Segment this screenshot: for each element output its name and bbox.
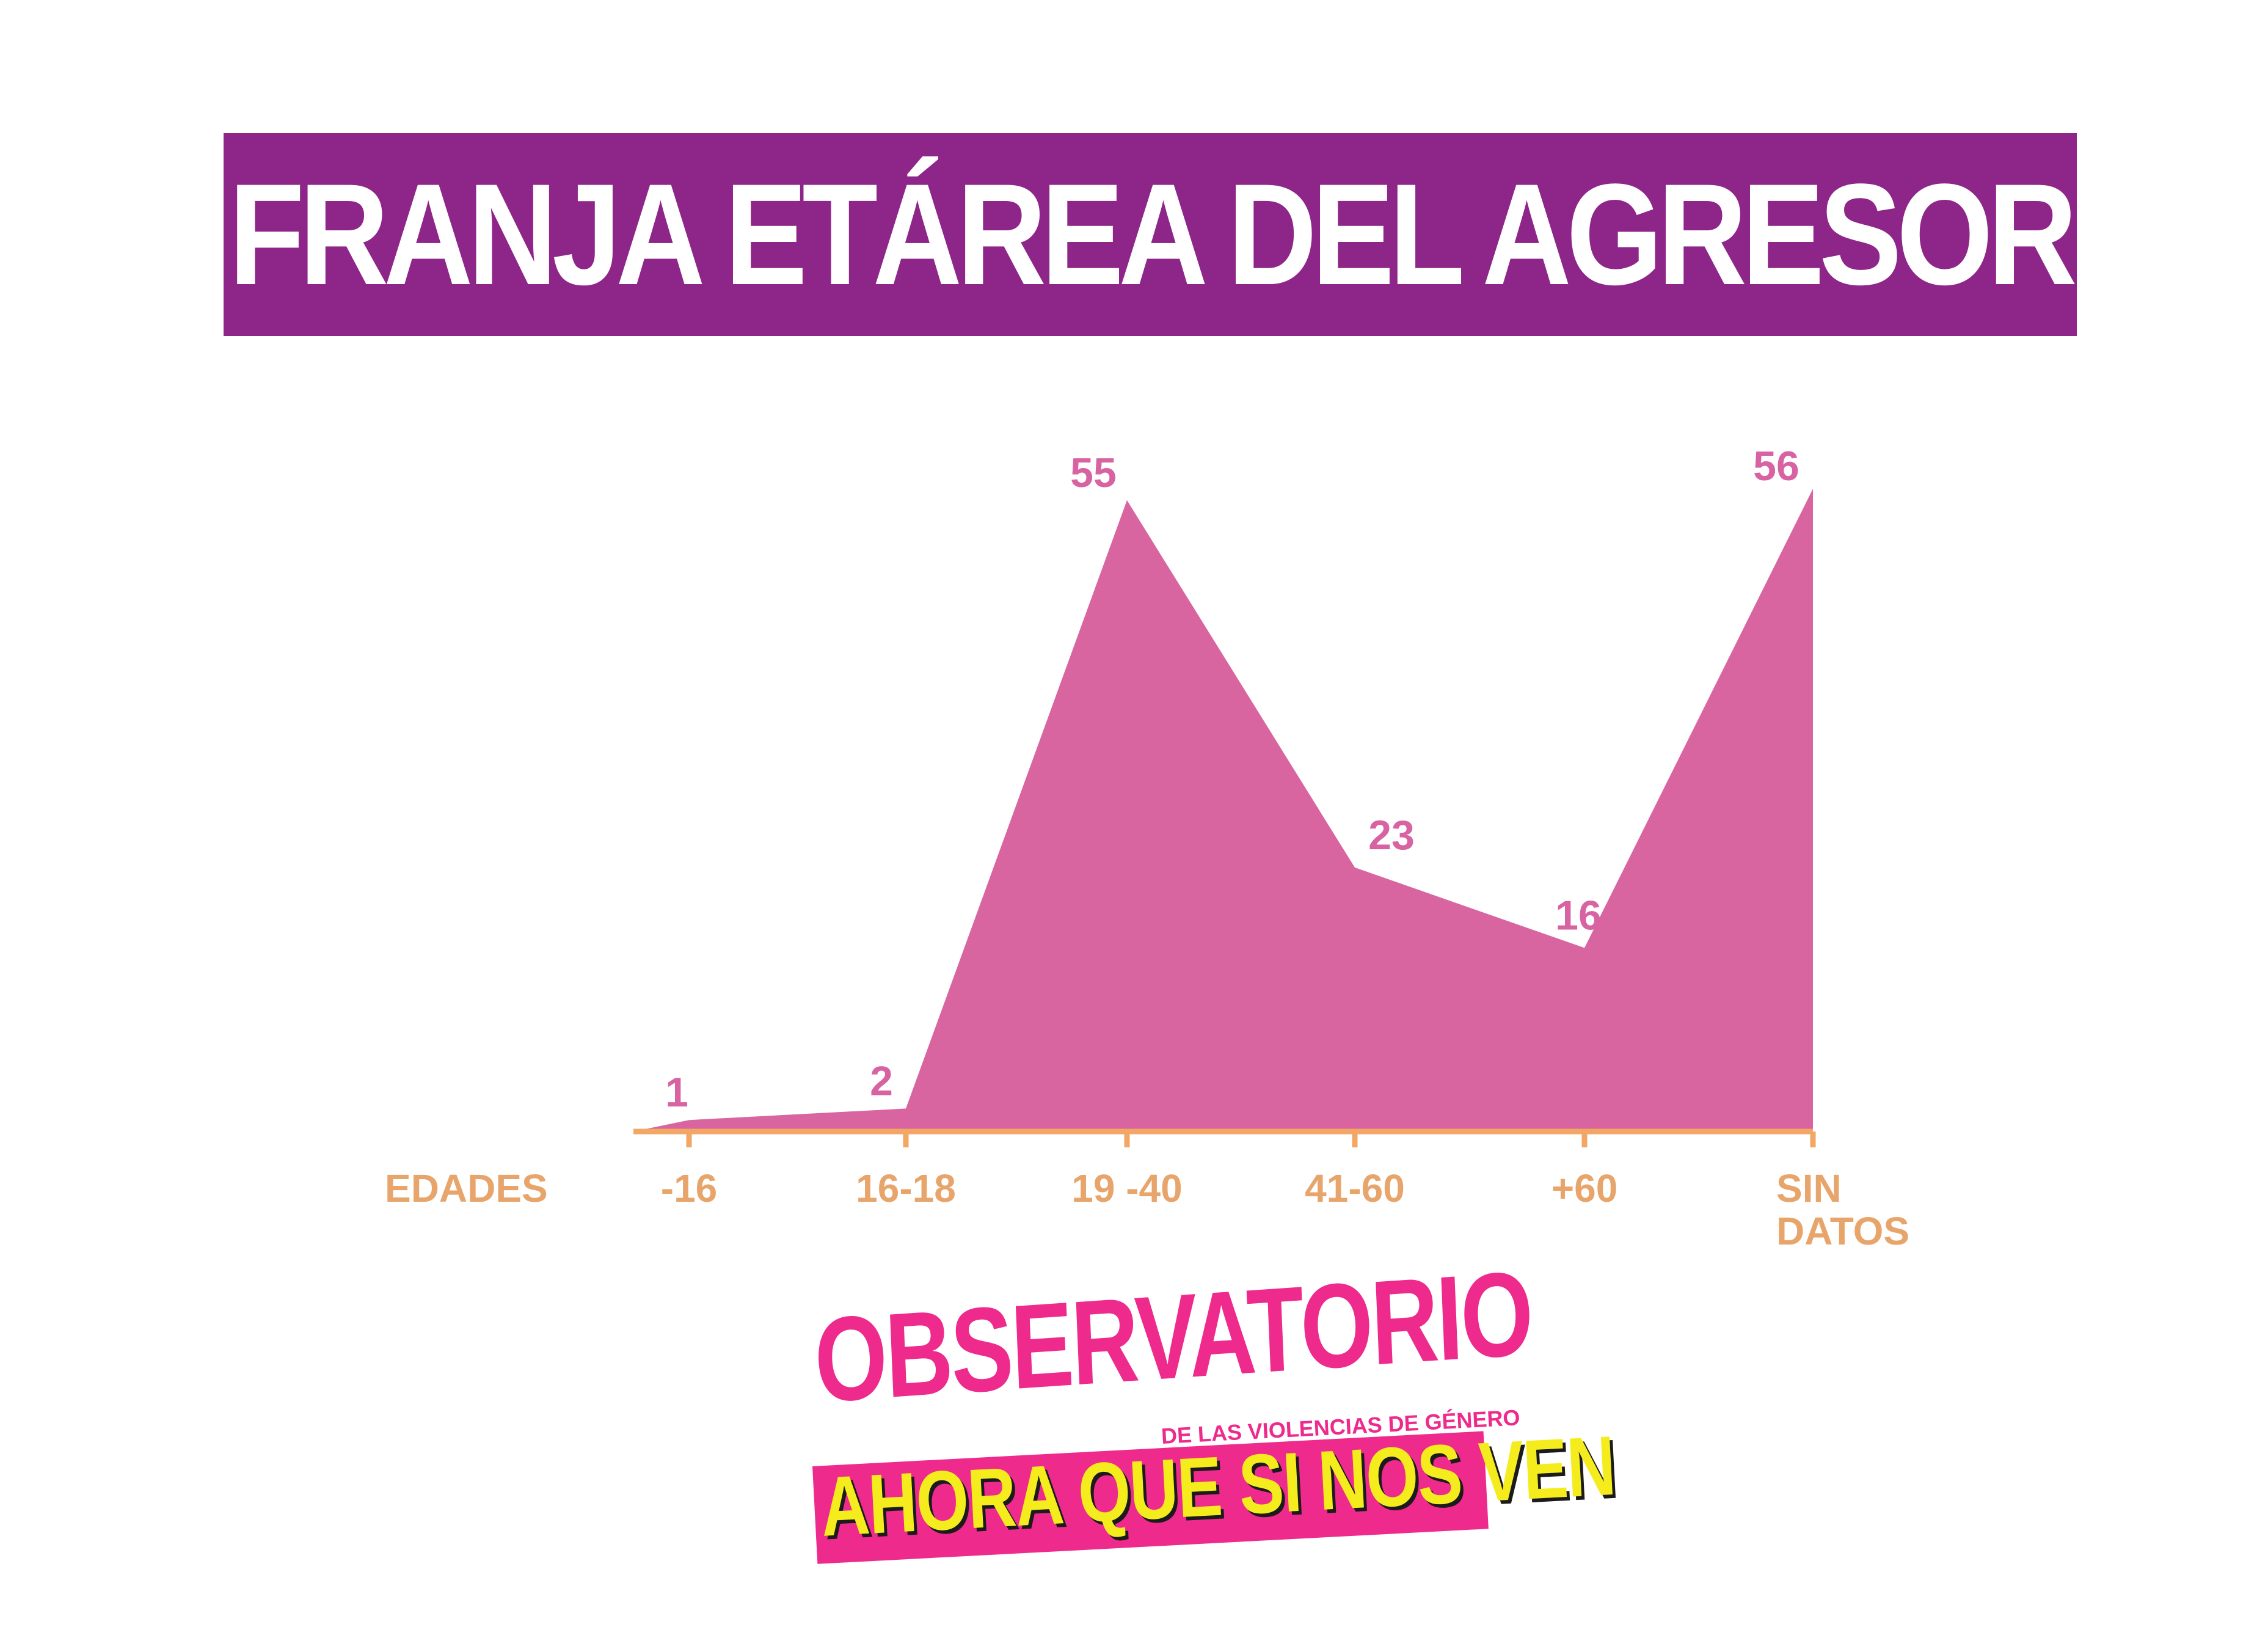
data-label: 1	[665, 1069, 688, 1116]
data-label: 23	[1368, 812, 1415, 858]
title-banner: FRANJA ETÁREA DEL AGRESOR	[224, 133, 2077, 336]
area-series	[633, 489, 1813, 1132]
data-label: 2	[870, 1058, 893, 1104]
x-tick-label: SIN DATOS	[1776, 1166, 1909, 1253]
data-label: 55	[1070, 450, 1117, 496]
observatorio-logo: OBSERVATORIO DE LAS VIOLENCIAS DE GÉNERO…	[806, 1246, 1617, 1589]
x-tick-label: -16	[661, 1166, 718, 1210]
x-axis-title: EDADES	[385, 1166, 548, 1210]
data-label: 16	[1555, 892, 1602, 938]
data-label: 56	[1753, 443, 1799, 489]
chart-title: FRANJA ETÁREA DEL AGRESOR	[228, 154, 2077, 315]
x-tick-label: 16-18	[856, 1166, 956, 1210]
x-tick-label: 41-60	[1305, 1166, 1405, 1210]
x-tick-label: 19 -40	[1071, 1166, 1182, 1210]
x-tick-label: +60	[1552, 1166, 1618, 1210]
